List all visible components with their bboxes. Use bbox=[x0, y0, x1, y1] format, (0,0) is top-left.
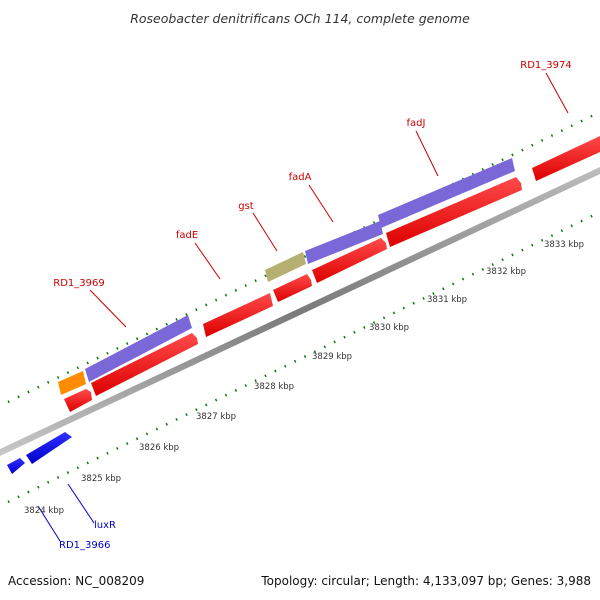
cds-reverse-2[interactable] bbox=[26, 432, 72, 464]
scale-label: 3827 kbp bbox=[196, 412, 236, 422]
feature-bar-purple-1 bbox=[85, 315, 192, 382]
cds-arrow-6[interactable] bbox=[386, 177, 522, 247]
scale-label: 3831 kbp bbox=[427, 295, 467, 305]
scale-label: 3824 kbp bbox=[24, 506, 64, 516]
cds-reverse-1[interactable] bbox=[7, 458, 25, 474]
gene-label-fadj[interactable]: fadJ bbox=[407, 118, 426, 129]
scale-label: 3829 kbp bbox=[312, 352, 352, 362]
scale-label: 3826 kbp bbox=[139, 443, 179, 453]
accession-label: Accession: NC_008209 bbox=[8, 574, 144, 588]
gene-label-luxr[interactable]: luxR bbox=[94, 520, 116, 531]
scale-label: 3828 kbp bbox=[254, 382, 294, 392]
scale-label: 3832 kbp bbox=[486, 267, 526, 277]
label-line-rd1-3966 bbox=[37, 505, 61, 542]
label-line-gst bbox=[252, 212, 278, 252]
feature-bar-purple-3 bbox=[378, 158, 515, 228]
label-line-rd1-3969 bbox=[89, 289, 127, 328]
label-line-fada bbox=[308, 184, 334, 223]
scale-label: 3830 kbp bbox=[369, 323, 409, 333]
cds-arrow-2[interactable] bbox=[91, 333, 198, 396]
label-line-rd1-3974 bbox=[545, 72, 569, 114]
cds-arrow-4[interactable] bbox=[273, 274, 312, 302]
cds-arrow-5[interactable] bbox=[312, 238, 387, 283]
cds-arrow-3[interactable] bbox=[203, 293, 273, 337]
label-line-fadj bbox=[415, 130, 439, 177]
genome-backbone bbox=[0, 167, 600, 456]
gene-label-fada[interactable]: fadA bbox=[289, 172, 312, 183]
label-line-luxr bbox=[67, 483, 95, 524]
map-title: Roseobacter denitrificans OCh 114, compl… bbox=[130, 11, 470, 26]
feature-bar-orange bbox=[58, 371, 86, 395]
gene-label-gst[interactable]: gst bbox=[238, 201, 254, 212]
lower-tick-track bbox=[7, 210, 600, 504]
scale-label: 3825 kbp bbox=[81, 474, 121, 484]
gene-label-rd1-3966[interactable]: RD1_3966 bbox=[59, 540, 110, 551]
cds-arrow-1[interactable] bbox=[64, 389, 92, 412]
scale-label: 3833 kbp bbox=[544, 240, 584, 250]
topology-label: Topology: circular; Length: 4,133,097 bp… bbox=[260, 574, 591, 588]
gene-label-fade[interactable]: fadE bbox=[176, 230, 198, 241]
gene-label-rd1-3974[interactable]: RD1_3974 bbox=[520, 60, 571, 71]
label-line-fade bbox=[194, 242, 221, 280]
gene-label-rd1-3969[interactable]: RD1_3969 bbox=[53, 278, 104, 289]
feature-bar-olive bbox=[265, 252, 306, 282]
feature-bar-purple-2 bbox=[305, 221, 383, 264]
cds-arrow-7[interactable] bbox=[532, 136, 600, 181]
